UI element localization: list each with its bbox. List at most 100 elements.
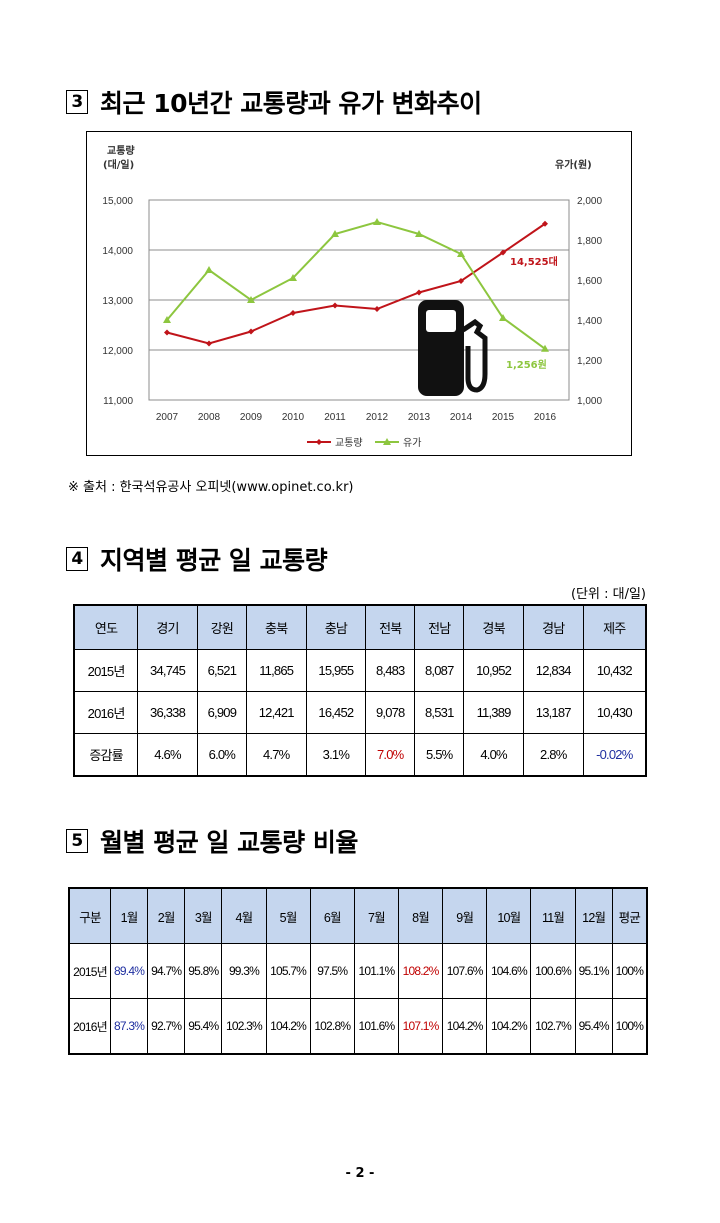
table-cell: 12,421 [245, 691, 307, 734]
monthly-traffic-table: 구분 1월 2월 3월 4월 5월 6월 7월 8월 9월 10월 11월 12월 평균 2015년 89.… [68, 887, 648, 1055]
column-header: 4월 [221, 887, 267, 944]
regional-traffic-table: 연도 경기 강원 충북 충남 전북 전남 경북 경남 제주 2015년 34,745 6,521 11,… [73, 604, 647, 777]
column-header: 경기 [137, 604, 198, 650]
column-header: 8월 [397, 887, 444, 944]
table-cell: 100% [611, 943, 648, 999]
column-header: 충남 [305, 604, 367, 650]
section4-heading: 4 지역별 평균 일 교통량 [66, 541, 328, 577]
table-cell: 105.7% [265, 943, 311, 999]
table-row: 증감률 4.6% 6.0% 4.7% 3.1% 7.0% 5.5% 4.0% 2.8% -0.02… [73, 733, 647, 777]
traffic-oil-chart: 11,000 12,000 13,000 14,000 15,000 1,000 1,200… [86, 131, 632, 456]
table-header-row: 연도 경기 강원 충북 충남 전북 전남 경북 경남 제주 [73, 604, 647, 650]
data-point [164, 329, 170, 336]
table-row: 2016년 36,338 6,909 12,421 16,452 9,078 8,531 11… [73, 691, 647, 734]
column-header: 전북 [365, 604, 416, 650]
table-cell: 2015년 [73, 649, 139, 692]
table-row: 2015년 34,745 6,521 11,865 15,955 8,483 8,087 10… [73, 649, 647, 692]
table-cell: 6.0% [196, 733, 247, 777]
column-header: 1월 [109, 887, 149, 944]
table-cell: 89.4% [109, 943, 149, 999]
table-cell: 94.7% [147, 943, 186, 999]
column-header: 제주 [582, 604, 647, 650]
oil-annotation: 1,256원 [506, 358, 547, 371]
x-tick-label: 2009 [240, 412, 263, 423]
unit-note: (단위 : 대/일) [570, 587, 646, 602]
data-point [206, 340, 212, 347]
right-axis-title: 유가(원) [555, 158, 592, 171]
data-point [499, 314, 507, 321]
data-point [373, 218, 381, 225]
column-header: 평균 [611, 887, 648, 944]
x-tick-label: 2013 [408, 412, 431, 423]
data-point [542, 220, 548, 227]
column-header: 7월 [353, 887, 400, 944]
table-cell: -0.02% [582, 733, 647, 777]
traffic-annotation: 14,525대 [510, 255, 558, 268]
table-cell: 증감률 [73, 733, 139, 777]
table-cell: 8,087 [414, 649, 465, 692]
table-cell: 104.2% [265, 998, 311, 1055]
data-point [163, 316, 171, 323]
table-cell: 95.4% [184, 998, 223, 1055]
table-cell: 3.1% [305, 733, 367, 777]
column-header: 11월 [530, 887, 576, 944]
right-tick-label: 1,600 [577, 276, 602, 287]
table-cell: 102.7% [530, 998, 576, 1055]
table-cell: 95.4% [574, 998, 613, 1055]
table-cell: 8,483 [365, 649, 416, 692]
table-cell: 100% [611, 998, 648, 1055]
page-number: - 2 - [345, 1166, 375, 1181]
table-cell: 4.7% [245, 733, 307, 777]
x-tick-label: 2008 [198, 412, 221, 423]
table-cell: 15,955 [305, 649, 367, 692]
table-cell: 8,531 [414, 691, 465, 734]
data-point [541, 344, 549, 352]
section3-title: 최근 10년간 교통량과 유가 변화추이 [100, 89, 482, 118]
x-tick-label: 2014 [450, 412, 473, 423]
column-header: 경북 [463, 604, 524, 650]
table-cell: 95.1% [574, 943, 613, 999]
source-note: ※ 출처 : 한국석유공사 오피넷(www.opinet.co.kr) [68, 480, 354, 495]
column-header: 연도 [73, 604, 139, 650]
section5-title: 월별 평균 일 교통량 비율 [100, 828, 358, 857]
table-cell: 4.6% [137, 733, 198, 777]
column-header: 2월 [147, 887, 186, 944]
column-header: 12월 [574, 887, 613, 944]
column-header: 5월 [265, 887, 311, 944]
table-row: 2016년 87.3% 92.7% 95.4% 102.3% 104.2% 102.8% 10… [68, 998, 648, 1055]
data-point [331, 230, 339, 237]
x-tick-label: 2011 [324, 412, 346, 423]
column-header: 구분 [68, 887, 111, 944]
section5-number: 5 [66, 829, 88, 853]
table-cell: 102.3% [221, 998, 267, 1055]
table-cell: 104.2% [442, 998, 488, 1055]
table-cell: 102.8% [309, 998, 355, 1055]
table-cell: 100.6% [530, 943, 576, 999]
right-tick-label: 1,400 [577, 316, 602, 327]
table-cell: 99.3% [221, 943, 267, 999]
section3-heading: 3 최근 10년간 교통량과 유가 변화추이 [66, 84, 482, 120]
column-header: 전남 [414, 604, 465, 650]
column-header: 강원 [196, 604, 247, 650]
column-header: 경남 [522, 604, 584, 650]
table-cell: 104.2% [486, 998, 532, 1055]
table-cell: 107.6% [442, 943, 488, 999]
data-point [415, 230, 423, 237]
x-tick-label: 2012 [366, 412, 389, 423]
table-cell: 13,187 [522, 691, 584, 734]
data-point [205, 266, 213, 273]
data-point [248, 328, 254, 335]
section4-number: 4 [66, 547, 88, 571]
chart-svg: 11,000 12,000 13,000 14,000 15,000 1,000 1,200… [102, 145, 602, 449]
left-tick-label: 14,000 [102, 246, 133, 257]
left-tick-label: 11,000 [103, 396, 133, 407]
table-cell: 6,909 [196, 691, 247, 734]
table-cell: 16,452 [305, 691, 367, 734]
left-axis-title: 교통량 [107, 145, 135, 157]
table-cell: 10,430 [582, 691, 647, 734]
table-cell: 2.8% [522, 733, 584, 777]
column-header: 3월 [184, 887, 223, 944]
data-point [289, 274, 297, 281]
left-tick-label: 12,000 [102, 346, 133, 357]
table-cell: 2016년 [73, 691, 139, 734]
